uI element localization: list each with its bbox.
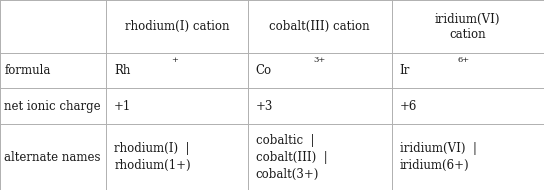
Text: alternate names: alternate names xyxy=(4,151,101,164)
Text: iridium(VI)  |
iridium(6+): iridium(VI) | iridium(6+) xyxy=(400,142,477,172)
Text: 6+: 6+ xyxy=(457,56,469,64)
Text: +1: +1 xyxy=(114,100,132,113)
Text: Rh: Rh xyxy=(114,64,131,77)
Text: +6: +6 xyxy=(400,100,417,113)
Text: rhodium(I) cation: rhodium(I) cation xyxy=(125,20,229,33)
Text: 3+: 3+ xyxy=(313,56,325,64)
Text: rhodium(I)  |
rhodium(1+): rhodium(I) | rhodium(1+) xyxy=(114,142,191,172)
Text: Co: Co xyxy=(256,64,272,77)
Text: iridium(VI)
cation: iridium(VI) cation xyxy=(435,13,500,41)
Text: cobalt(III) cation: cobalt(III) cation xyxy=(269,20,370,33)
Text: cobaltic  |
cobalt(III)  |
cobalt(3+): cobaltic | cobalt(III) | cobalt(3+) xyxy=(256,134,327,181)
Text: +3: +3 xyxy=(256,100,273,113)
Text: Ir: Ir xyxy=(400,64,410,77)
Text: formula: formula xyxy=(4,64,51,77)
Text: +: + xyxy=(171,56,178,64)
Text: net ionic charge: net ionic charge xyxy=(4,100,101,113)
